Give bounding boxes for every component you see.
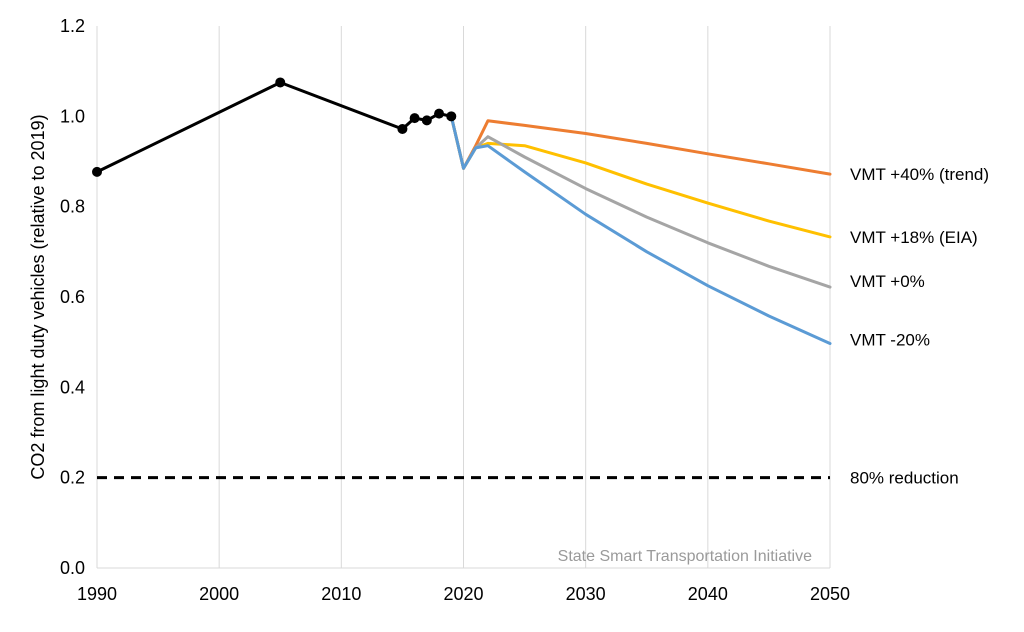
grid-lines [218,26,831,568]
y-tick-label: 0.8 [60,197,85,217]
series-line [449,114,832,239]
historical-point [92,166,102,177]
y-tick-label: 0.4 [60,377,85,397]
axes: 1990 2000 2010 2020 2030 2040 2050 0.0 0.2 0.4 0.6… [60,16,850,604]
series-labels: 80% reduction VMT +40% (trend) VMT +18% (E… [850,165,989,488]
x-tick-label: 2050 [810,584,850,604]
y-tick-label: 1.2 [60,16,85,36]
x-tick-label: 2020 [443,584,483,604]
historical-point [434,108,445,119]
series-label: VMT +0% [850,272,925,291]
historical-point [421,115,432,126]
x-tick-label: 2010 [321,584,361,604]
historical-point [446,111,457,122]
series-line [449,114,832,345]
y-tick-label: 0.2 [60,468,85,488]
x-tick-label: 2000 [199,584,239,604]
historical-point [409,113,420,124]
series-label: VMT +40% (trend) [850,165,989,184]
watermark-text: State Smart Transportation Initiative [558,548,812,565]
series-label: VMT -20% [850,331,930,350]
series-label: VMT +18% (EIA) [850,228,978,247]
y-tick-label: 0.0 [60,558,85,578]
x-tick-label: 2040 [688,584,728,604]
series-lines [449,114,832,345]
historical-point [275,77,286,88]
historical-point [397,123,408,134]
y-tick-label: 1.0 [60,106,85,126]
y-axis-title: CO2 from light duty vehicles (relative t… [28,114,48,479]
y-tick-label: 0.6 [60,287,85,307]
reference-line-label: 80% reduction [850,469,959,488]
historical-series [92,77,457,177]
x-tick-label: 2030 [566,584,606,604]
x-tick-label: 1990 [77,584,117,604]
